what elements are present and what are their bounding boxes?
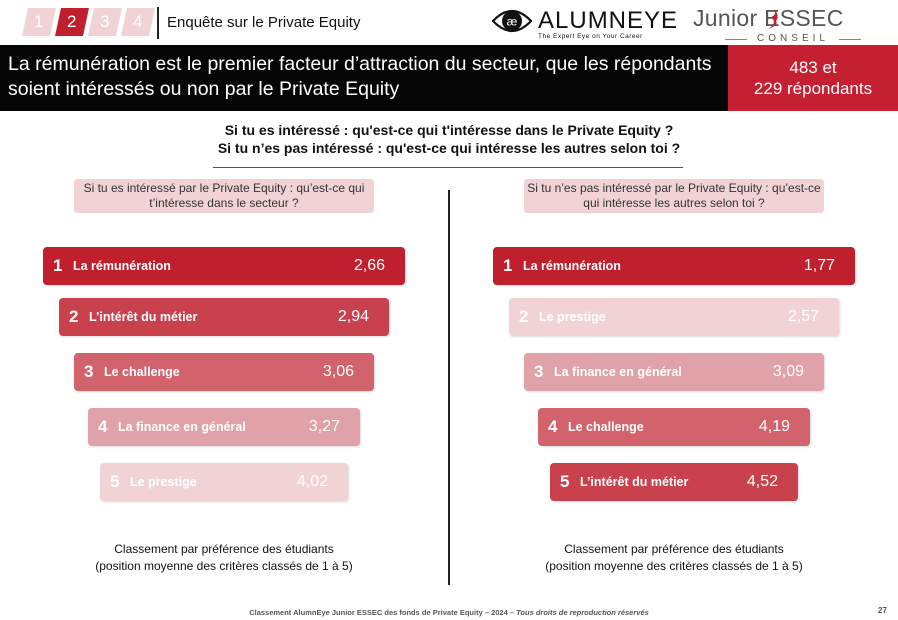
step-3-label: 3 (100, 12, 110, 31)
step-3[interactable]: 3 (88, 8, 122, 36)
step-2[interactable]: 2 (55, 8, 89, 36)
left-bar-rank: 4 (98, 417, 108, 436)
eye-icon: æ (492, 9, 532, 33)
left-bar-2: 2 L’intérêt du métier 2,94 (59, 298, 389, 336)
step-2-label: 2 (67, 12, 77, 31)
right-bar-rank: 1 (503, 256, 513, 275)
right-bar-1: 1 La rémunération 1,77 (493, 247, 855, 285)
left-bar-5: 5 Le prestige 4,02 (100, 463, 348, 501)
right-bar-value: 4,19 (758, 418, 790, 435)
headline: La rémunération est le premier facteur d… (8, 52, 728, 102)
junior-essec-logo: Junior ESSEC CONSEIL (693, 5, 873, 44)
step-1-label: 1 (34, 12, 44, 31)
right-bar-rank: 4 (548, 417, 558, 436)
question-line-1: Si tu es intéressé : qu'est-ce qui t'int… (224, 122, 674, 138)
alumneye-name: ALUMNEYE (538, 7, 679, 34)
right-bar-4: 4 Le challenge 4,19 (538, 408, 810, 446)
right-bar-label: Le prestige (539, 310, 606, 324)
alumneye-tagline: The Expert Eye on Your Career (538, 33, 643, 40)
right-bar-2: 2 Le prestige 2,57 (509, 298, 839, 336)
left-bar-label: Le challenge (104, 365, 180, 379)
right-bar-value: 4,52 (746, 473, 778, 490)
step-4[interactable]: 4 (121, 8, 155, 36)
junior-essec-conseil: CONSEIL (723, 33, 863, 44)
right-bar-label: La finance en général (554, 365, 682, 379)
left-bar-rank: 3 (84, 362, 94, 381)
left-caption-line-2: (position moyenne des critères classés d… (95, 559, 353, 573)
left-bar-rank: 2 (69, 307, 79, 326)
right-caption-line-1: Classement par préférence des étudiants (564, 542, 784, 556)
right-bar-rank: 3 (534, 362, 544, 381)
left-bar-rank: 5 (110, 472, 120, 491)
headline-line-2: soient intéressés ou non par le Private … (8, 78, 400, 100)
alumneye-logo: æ ALUMNEYE The Expert Eye on Your Career (492, 7, 682, 41)
right-bar-3: 3 La finance en général 3,09 (524, 353, 824, 391)
right-caption-line-2: (position moyenne des critères classés d… (545, 559, 803, 573)
headline-line-1: La rémunération est le premier facteur d… (8, 53, 712, 75)
right-bar-value: 1,77 (803, 257, 835, 274)
header-divider (157, 7, 159, 39)
respondents-badge: 483 et 229 répondants (728, 45, 898, 111)
survey-title: Enquête sur le Private Equity (167, 14, 361, 31)
left-caption: Classement par préférence des étudiants … (74, 541, 374, 575)
svg-text:æ: æ (507, 15, 518, 29)
footer-rights: Tous droits de reproduction réservés (516, 608, 649, 617)
respondents-line-2: 229 répondants (753, 79, 873, 98)
left-bar-label: La finance en général (118, 420, 246, 434)
right-bar-label: L’intérêt du métier (580, 475, 689, 489)
page-number: 27 (878, 606, 887, 615)
right-bar-label: Le challenge (568, 420, 644, 434)
question-line-2: Si tu n’es pas intéressé : qu'est-ce qui… (217, 140, 681, 156)
left-bar-value: 3,27 (308, 418, 340, 435)
flame-icon (768, 9, 778, 29)
right-bar-label: La rémunération (523, 259, 621, 273)
left-bar-label: Le prestige (130, 475, 197, 489)
right-bar-rank: 5 (560, 472, 570, 491)
left-bar-rank: 1 (53, 256, 63, 275)
respondents-line-1: 483 et (789, 58, 837, 77)
junior-essec-name: Junior ESSEC (693, 5, 844, 31)
step-indicator: 1 2 3 4 (22, 8, 155, 36)
left-bar-4: 4 La finance en général 3,27 (88, 408, 360, 446)
right-bar-value: 3,09 (772, 363, 804, 380)
left-caption-line-1: Classement par préférence des étudiants (114, 542, 334, 556)
left-bar-label: La rémunération (73, 259, 171, 273)
left-bar-value: 4,02 (296, 473, 328, 490)
question-underline (213, 167, 683, 168)
left-bar-value: 2,66 (353, 257, 385, 274)
left-bar-value: 2,94 (337, 308, 369, 325)
step-4-label: 4 (133, 12, 143, 31)
left-chart-title: Si tu es intéressé par le Private Equity… (74, 179, 374, 213)
right-bar-value: 2,57 (787, 308, 819, 325)
left-bar-1: 1 La rémunération 2,66 (43, 247, 405, 285)
right-caption: Classement par préférence des étudiants … (524, 541, 824, 575)
left-bar-label: L’intérêt du métier (89, 310, 198, 324)
right-bar-5: 5 L’intérêt du métier 4,52 (550, 463, 798, 501)
footer-text: Classement AlumnEye Junior ESSEC des fon… (249, 608, 517, 617)
footer: Classement AlumnEye Junior ESSEC des fon… (0, 608, 898, 617)
panel-divider (448, 190, 450, 585)
step-1[interactable]: 1 (22, 8, 56, 36)
left-bar-3: 3 Le challenge 3,06 (74, 353, 374, 391)
left-bar-value: 3,06 (322, 363, 354, 380)
right-chart-title: Si tu n’es pas intéressé par le Private … (524, 179, 824, 213)
right-bar-rank: 2 (519, 307, 529, 326)
